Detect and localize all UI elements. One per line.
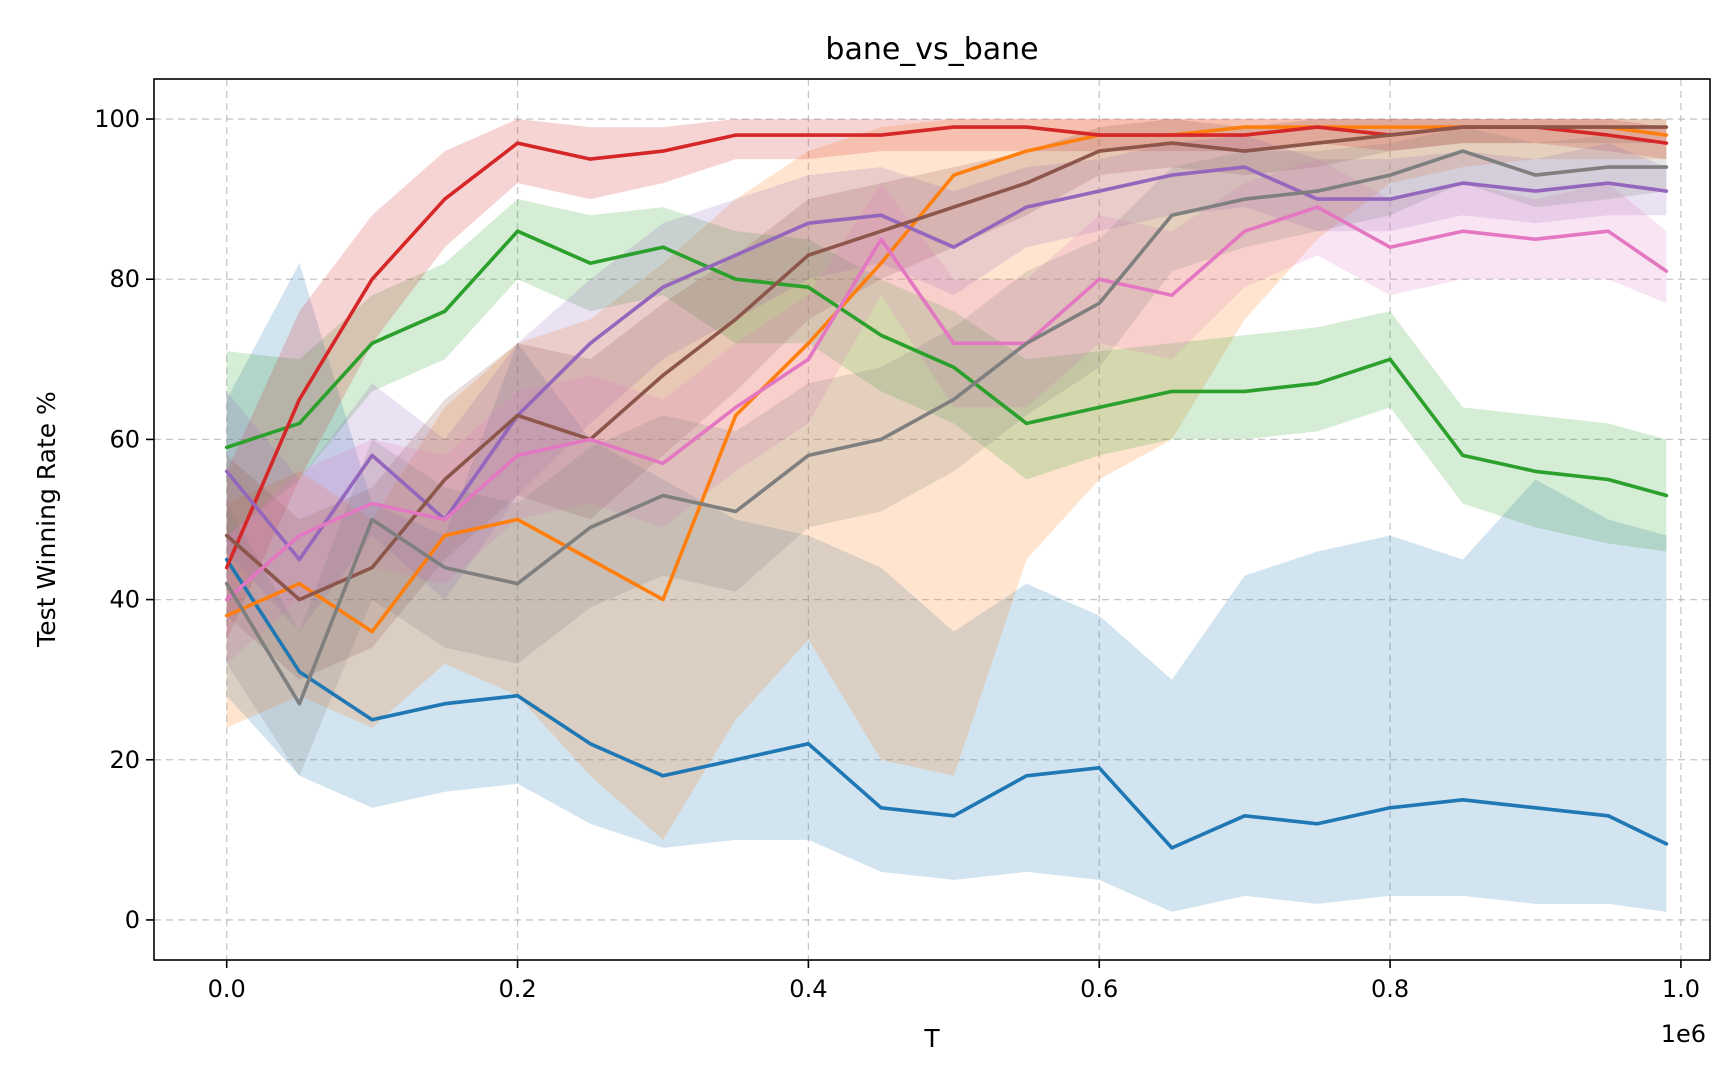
y-tick-label: 100	[94, 105, 140, 133]
series-8-line	[224, 149, 1669, 706]
x-tick-label: 0.6	[1080, 975, 1118, 1003]
series-8-band	[226, 127, 1667, 776]
x-tick-label: 0.2	[498, 975, 536, 1003]
x-tick-label: 0.4	[789, 975, 827, 1003]
y-axis-ticks: 0 20 40 60 80 100	[94, 105, 154, 934]
series-5-band	[226, 135, 1667, 632]
series-6-line	[224, 125, 1669, 602]
y-axis-label: Test Winning Rate %	[32, 391, 61, 648]
series-6-band	[226, 119, 1667, 680]
y-tick-label: 20	[109, 746, 140, 774]
x-axis-label: T	[923, 1024, 940, 1053]
x-axis-offset-label: 1e6	[1661, 1020, 1706, 1048]
x-tick-label: 0.8	[1371, 975, 1409, 1003]
grid	[154, 79, 1710, 960]
x-axis-ticks: 0.0 0.2 0.4 0.6 0.8 1.0	[208, 960, 1700, 1003]
series-5-line	[224, 165, 1669, 562]
series-3-line	[224, 229, 1669, 498]
x-tick-label: 0.0	[208, 975, 246, 1003]
x-tick-label: 1.0	[1662, 975, 1700, 1003]
series-3-band	[226, 199, 1667, 552]
series-2-line	[224, 125, 1669, 634]
y-tick-label: 40	[109, 586, 140, 614]
confidence-bands	[226, 119, 1667, 912]
series-lines	[224, 125, 1669, 850]
y-tick-label: 80	[109, 265, 140, 293]
chart-title: bane_vs_bane	[825, 32, 1038, 67]
series-1-band	[226, 263, 1667, 912]
y-tick-label: 0	[125, 906, 140, 934]
series-2-band	[226, 119, 1667, 840]
series-1-line	[224, 557, 1669, 850]
plot-frame	[153, 78, 1711, 961]
series-7-band	[226, 159, 1667, 664]
series-7-line	[224, 205, 1669, 602]
y-tick-label: 60	[109, 425, 140, 453]
